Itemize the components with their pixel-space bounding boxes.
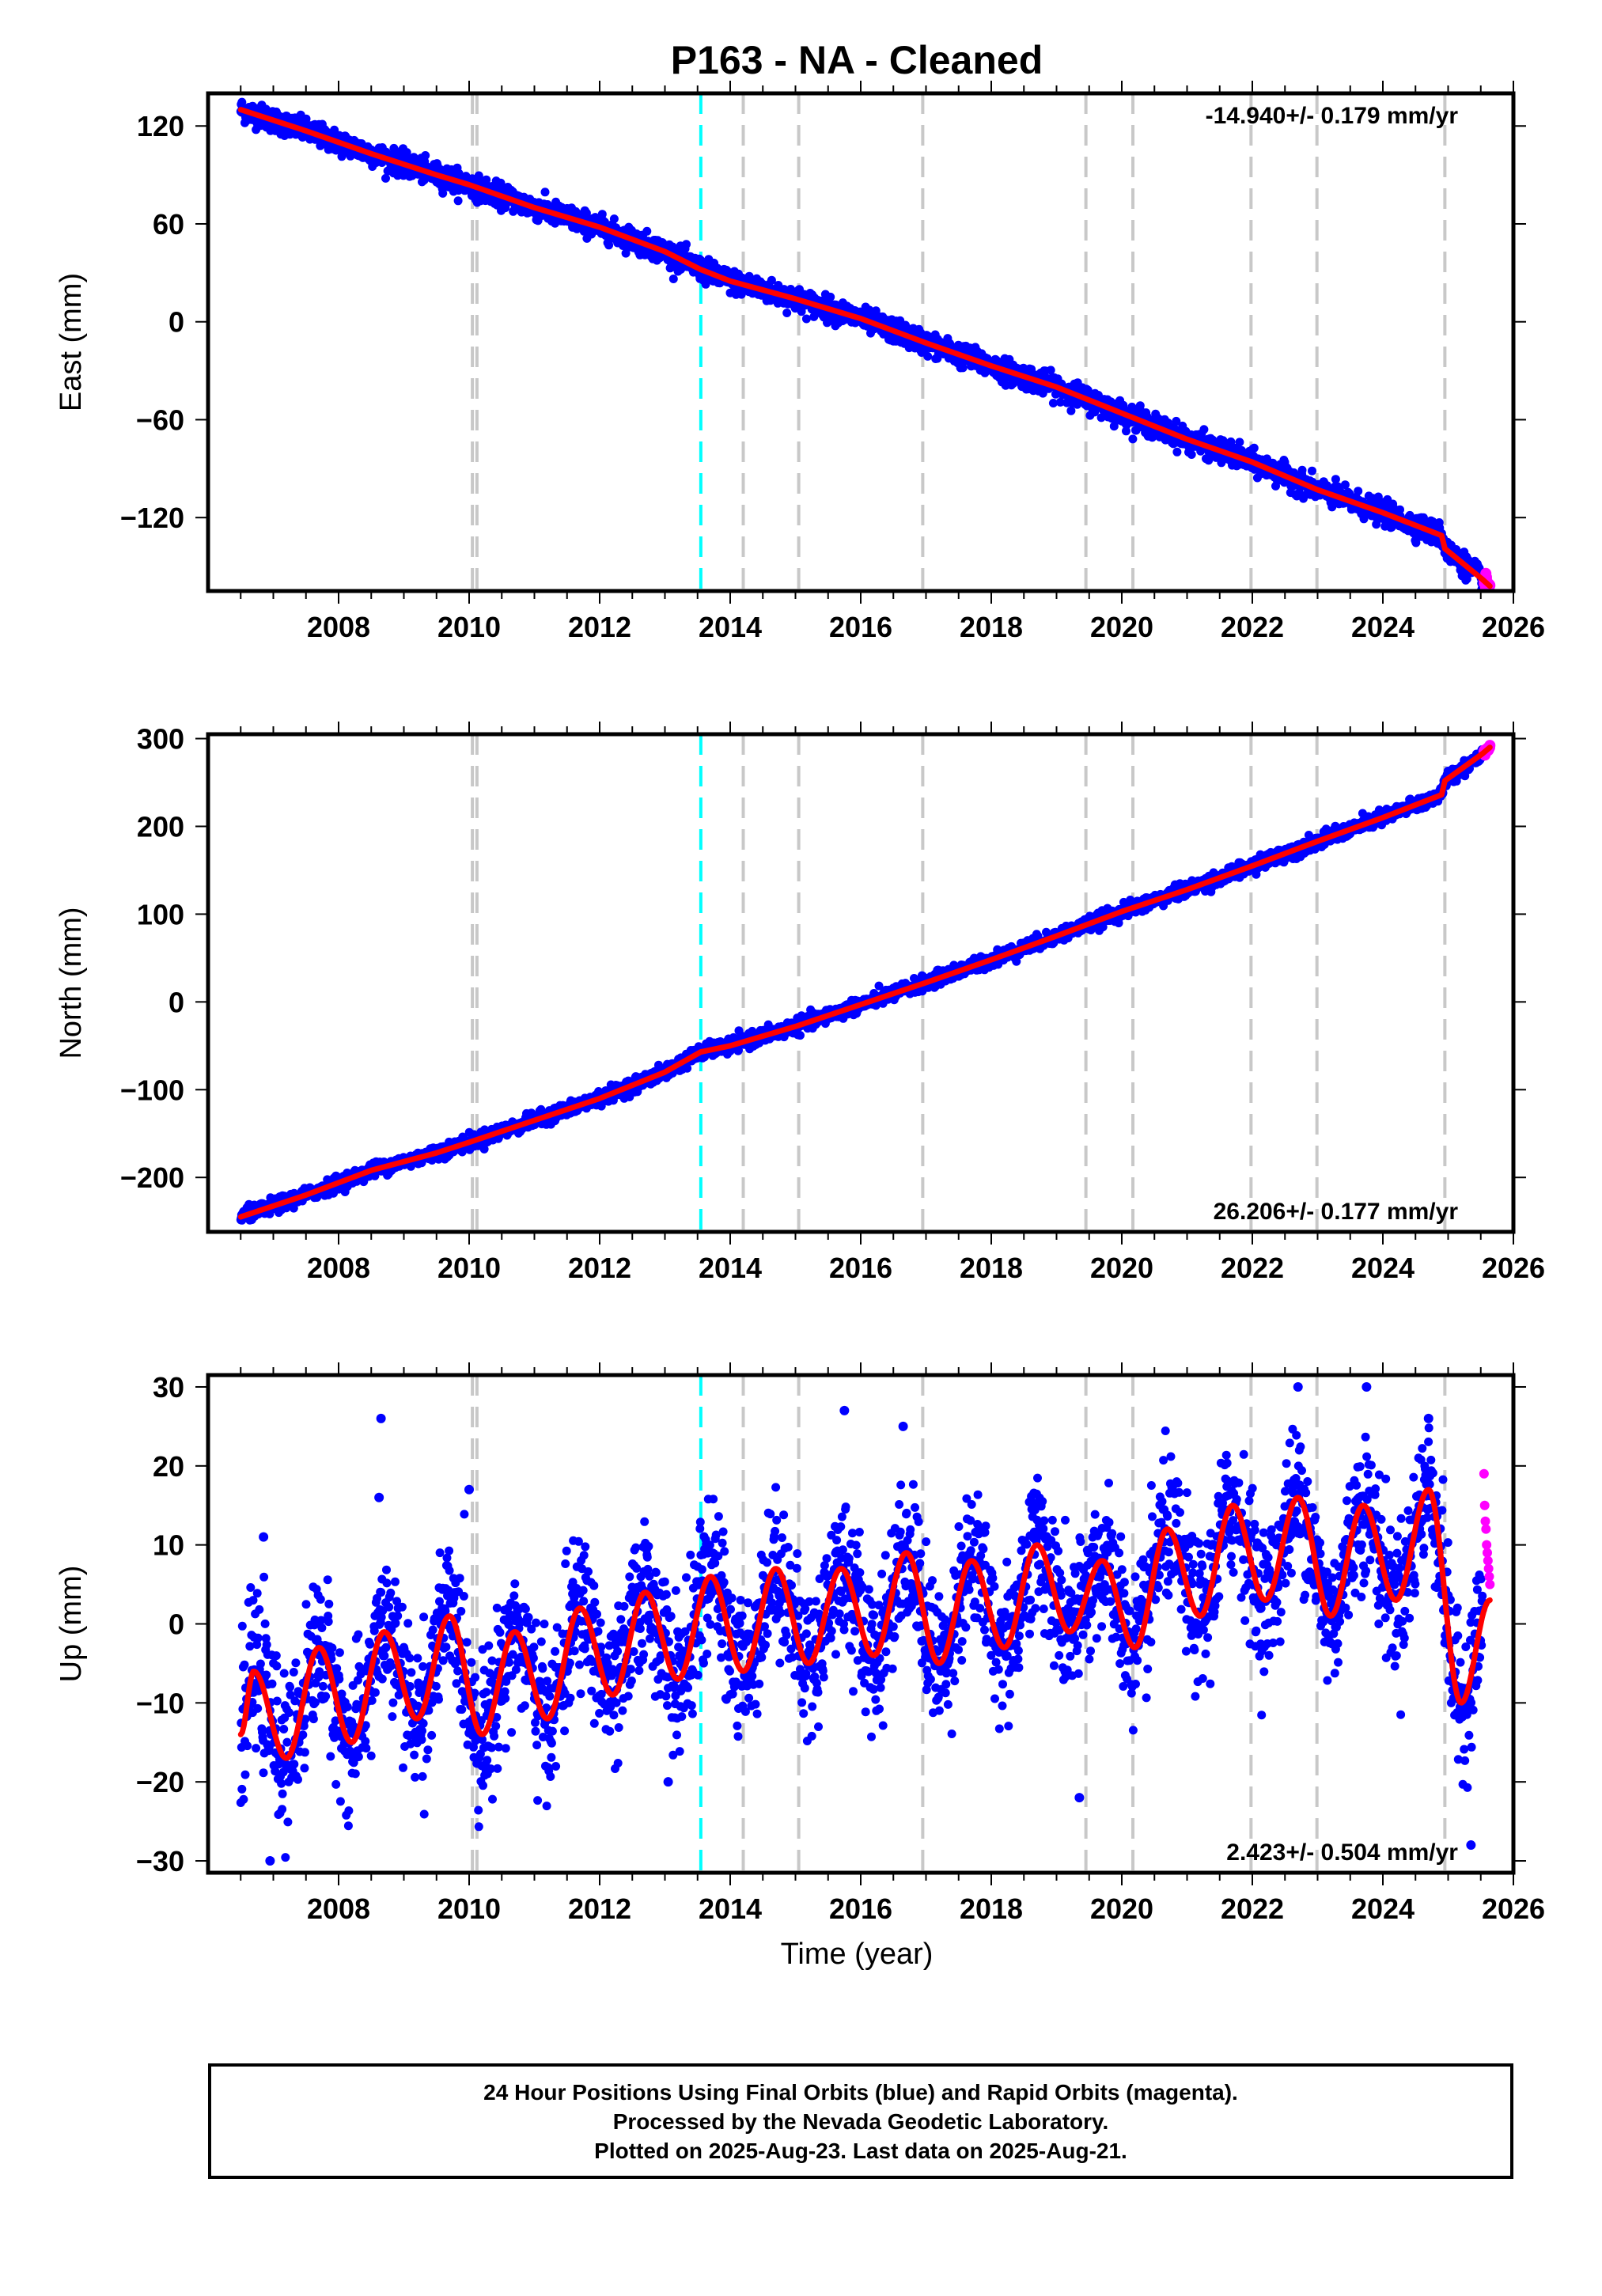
data-point <box>438 188 448 198</box>
data-point <box>301 114 311 123</box>
data-point <box>1373 492 1383 502</box>
north-plot-area <box>236 734 1496 1232</box>
data-point <box>381 173 390 183</box>
y-tick-label: 60 <box>153 208 184 241</box>
y-tick-label: −60 <box>136 404 184 436</box>
data-point <box>1340 480 1350 490</box>
x-tick-label: 2020 <box>1090 611 1153 643</box>
east-plot-area <box>236 93 1496 591</box>
data-point <box>597 210 607 219</box>
x-tick-label: 2024 <box>1351 611 1415 643</box>
data-point <box>1235 438 1244 447</box>
figure-title: P163 - NA - Cleaned <box>671 38 1043 82</box>
x-tick-label: 2026 <box>1482 611 1545 643</box>
north-data-points <box>236 740 1496 1225</box>
data-point <box>1411 538 1421 547</box>
data-point <box>782 309 792 317</box>
data-point <box>801 314 811 324</box>
data-point <box>1396 505 1404 514</box>
data-point <box>767 275 776 285</box>
data-point <box>668 275 678 283</box>
east-y-axis: 120 60 0 −60 −120 <box>120 110 1526 534</box>
data-point <box>958 363 968 373</box>
x-tick-label: 2012 <box>568 611 631 643</box>
data-point <box>421 151 430 160</box>
data-point <box>1172 447 1182 457</box>
east-panel: 2008 2010 2012 2014 2016 2018 2020 2022 2024 2026… <box>55 81 1545 643</box>
east-model-line <box>237 107 1493 589</box>
data-point <box>1187 450 1196 459</box>
north-panel: 2008 2010 2012 2014 2016 2018 2020 2022 2024 2026… <box>55 722 1545 1284</box>
x-tick-label: 2014 <box>699 611 762 643</box>
east-rate-label: -14.940+/- 0.179 mm/yr <box>1206 103 1459 129</box>
data-point <box>1128 434 1138 444</box>
x-tick-label: 2018 <box>960 611 1023 643</box>
data-point <box>1048 399 1058 407</box>
x-tick-label: 2008 <box>307 611 370 643</box>
x-tick-label: 2022 <box>1221 611 1284 643</box>
y-tick-label: 120 <box>137 110 184 142</box>
data-point <box>1354 487 1363 496</box>
data-point <box>540 188 550 197</box>
y-tick-label: 0 <box>169 306 184 339</box>
data-point <box>1199 425 1209 434</box>
data-point <box>871 306 881 316</box>
data-point <box>604 241 614 250</box>
data-point <box>923 351 933 361</box>
data-point <box>1331 475 1340 484</box>
x-tick-label: 2010 <box>437 611 501 643</box>
data-point <box>701 279 710 289</box>
east-x-axis: 2008 2010 2012 2014 2016 2018 2020 2022 2024 2026 <box>240 81 1545 643</box>
data-point <box>796 1031 805 1040</box>
data-point <box>1172 416 1181 426</box>
data-point <box>1055 397 1065 407</box>
data-point <box>642 226 652 236</box>
data-point <box>609 214 619 224</box>
y-tick-label: −120 <box>120 502 184 534</box>
data-point <box>682 240 691 249</box>
data-point <box>1308 466 1316 475</box>
data-point <box>826 292 835 301</box>
data-point <box>683 1063 692 1073</box>
data-point <box>1297 465 1307 475</box>
data-point <box>479 1144 489 1154</box>
data-point <box>1249 443 1259 453</box>
x-tick-label: 2016 <box>829 611 892 643</box>
data-point <box>1066 406 1076 415</box>
data-point <box>874 981 884 991</box>
data-point <box>1046 366 1055 375</box>
data-point <box>453 196 463 206</box>
east-y-axis-label: East (mm) <box>55 273 88 411</box>
